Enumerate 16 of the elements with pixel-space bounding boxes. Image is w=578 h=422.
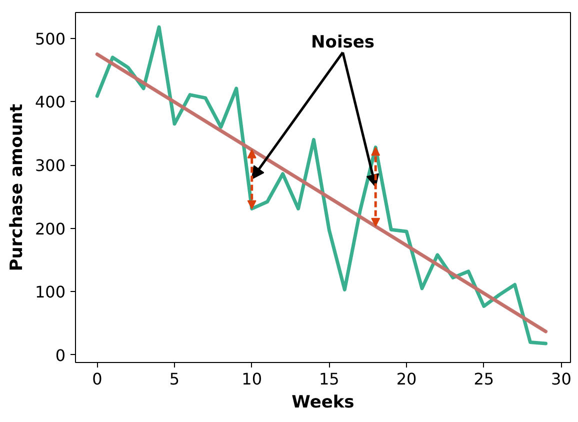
- x-tick-label: 20: [396, 370, 417, 388]
- x-tick-label: 25: [474, 370, 494, 388]
- x-tick-label: 15: [319, 370, 340, 388]
- x-tick-label: 0: [92, 370, 102, 388]
- y-tick-label: 400: [34, 92, 66, 112]
- y-tick-label: 0: [55, 346, 66, 365]
- x-tick-label: 30: [551, 370, 572, 388]
- x-tick-label: 5: [169, 370, 180, 388]
- x-axis-title: Weeks: [292, 392, 354, 412]
- x-tick-label: 10: [242, 370, 262, 388]
- annotation: Noises: [311, 32, 375, 52]
- y-tick-label: 100: [34, 282, 66, 302]
- y-axis-title: Purchase amount: [6, 104, 27, 272]
- y-tick-label: 500: [34, 29, 66, 48]
- y-tick-label: 300: [34, 156, 66, 176]
- y-tick-label: 200: [34, 219, 66, 238]
